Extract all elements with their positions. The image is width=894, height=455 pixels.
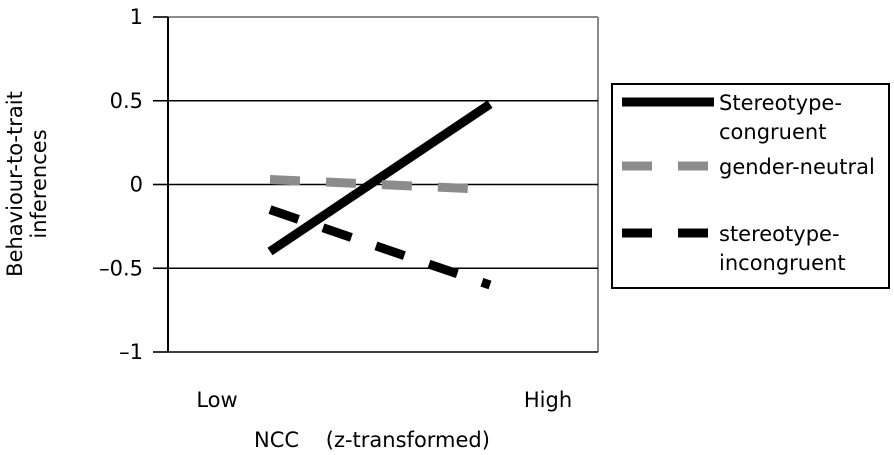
legend-box xyxy=(611,83,890,289)
x-axis-title: NCC (z-transformed) xyxy=(254,428,490,452)
legend: Stereotype-congruent gender-neutral stereo… xyxy=(611,83,890,289)
x-tick-label: High xyxy=(524,388,572,412)
legend-label-line: gender-neutral xyxy=(719,155,875,179)
y-axis-title: Behaviour-to-traitinferences xyxy=(3,91,51,277)
x-tick-label: Low xyxy=(196,388,237,412)
y-tick-label: 0.5 xyxy=(110,89,143,113)
y-tick-label: 0 xyxy=(130,173,143,197)
y-axis-title-line: inferences xyxy=(27,129,51,238)
y-tick-label: 1 xyxy=(130,5,143,29)
legend-label-line: incongruent xyxy=(719,251,846,275)
legend-label-line: congruent xyxy=(719,120,826,144)
y-axis: 1 0.5 0 –0.5 –1 Behaviour-to-traitinferences xyxy=(3,5,169,364)
y-tick-label: –0.5 xyxy=(99,256,143,280)
y-tick-label: –1 xyxy=(119,340,143,364)
legend-label: stereotype-incongruent xyxy=(719,222,846,275)
y-axis-title-line: Behaviour-to-trait xyxy=(3,91,27,277)
series-line xyxy=(269,174,491,195)
series-line xyxy=(267,100,493,256)
series-layer xyxy=(267,100,493,290)
series-line xyxy=(268,205,492,290)
legend-label-line: Stereotype- xyxy=(719,91,842,115)
plot-area xyxy=(168,16,599,353)
x-axis: Low High NCC (z-transformed) xyxy=(196,388,572,452)
legend-label: gender-neutral xyxy=(719,155,875,179)
legend-label-line: stereotype- xyxy=(719,222,840,246)
legend-label: Stereotype-congruent xyxy=(719,91,842,144)
